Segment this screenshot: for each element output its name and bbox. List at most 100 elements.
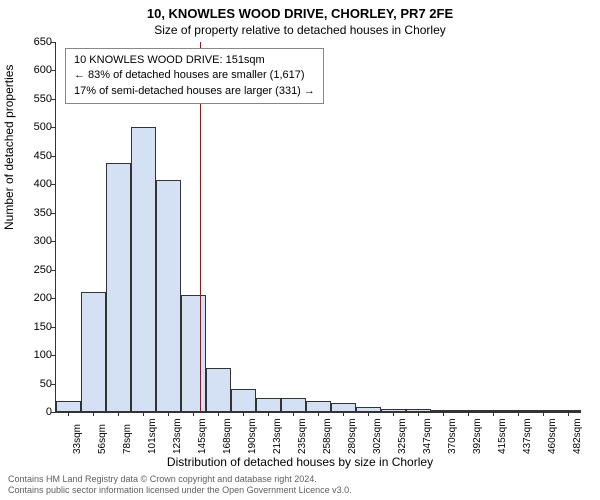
ytick-label: 400 (12, 178, 52, 190)
xtick-label: 145sqm (197, 418, 208, 454)
histogram-bar (456, 410, 481, 412)
xtick-mark (443, 412, 444, 416)
xtick-mark (368, 412, 369, 416)
ytick-label: 250 (12, 264, 52, 276)
histogram-bar (81, 292, 106, 412)
xtick-mark (493, 412, 494, 416)
xtick-label: 370sqm (447, 418, 458, 454)
histogram-bar (531, 410, 556, 412)
histogram-bar (331, 403, 356, 412)
histogram-bar (56, 401, 81, 412)
xtick-mark (218, 412, 219, 416)
xtick-mark (68, 412, 69, 416)
ytick-mark (51, 270, 55, 271)
xtick-mark (293, 412, 294, 416)
xtick-label: 213sqm (272, 418, 283, 454)
chart-title: 10, KNOWLES WOOD DRIVE, CHORLEY, PR7 2FE (0, 0, 600, 21)
ytick-mark (51, 298, 55, 299)
y-axis-label: Number of detached properties (2, 65, 16, 230)
ytick-mark (51, 99, 55, 100)
histogram-bar (106, 163, 131, 412)
xtick-label: 123sqm (172, 418, 183, 454)
ytick-label: 650 (12, 36, 52, 48)
chart-subtitle: Size of property relative to detached ho… (0, 21, 600, 37)
ytick-mark (51, 184, 55, 185)
histogram-bar (381, 409, 406, 412)
ytick-label: 150 (12, 321, 52, 333)
xtick-mark (543, 412, 544, 416)
xtick-mark (468, 412, 469, 416)
histogram-bar (406, 409, 431, 412)
ytick-mark (51, 241, 55, 242)
histogram-bar (206, 368, 231, 412)
xtick-mark (243, 412, 244, 416)
xtick-label: 235sqm (297, 418, 308, 454)
xtick-label: 101sqm (147, 418, 158, 454)
chart-container: 10, KNOWLES WOOD DRIVE, CHORLEY, PR7 2FE… (0, 0, 600, 500)
footer-line-1: Contains HM Land Registry data © Crown c… (8, 474, 352, 485)
footer-line-2: Contains public sector information licen… (8, 485, 352, 496)
ytick-label: 0 (12, 406, 52, 418)
xtick-label: 258sqm (322, 418, 333, 454)
xtick-mark (168, 412, 169, 416)
ytick-label: 50 (12, 378, 52, 390)
histogram-bar (281, 398, 306, 412)
ytick-label: 350 (12, 207, 52, 219)
xtick-label: 347sqm (422, 418, 433, 454)
xtick-label: 460sqm (547, 418, 558, 454)
xtick-mark (343, 412, 344, 416)
ytick-mark (51, 355, 55, 356)
xtick-label: 168sqm (222, 418, 233, 454)
xtick-mark (393, 412, 394, 416)
ytick-label: 600 (12, 64, 52, 76)
ytick-mark (51, 327, 55, 328)
xtick-mark (568, 412, 569, 416)
xtick-mark (418, 412, 419, 416)
histogram-bar (156, 180, 181, 412)
ytick-label: 100 (12, 349, 52, 361)
ytick-label: 200 (12, 292, 52, 304)
histogram-bar (231, 389, 256, 412)
histogram-bar (356, 407, 381, 412)
histogram-bar (256, 398, 281, 412)
info-line-2: ← 83% of detached houses are smaller (1,… (74, 68, 315, 83)
xtick-mark (143, 412, 144, 416)
histogram-bar (181, 295, 206, 412)
ytick-label: 500 (12, 121, 52, 133)
histogram-bar (131, 127, 156, 412)
xtick-mark (118, 412, 119, 416)
xtick-mark (93, 412, 94, 416)
xtick-mark (193, 412, 194, 416)
ytick-mark (51, 70, 55, 71)
ytick-mark (51, 42, 55, 43)
ytick-mark (51, 384, 55, 385)
ytick-label: 450 (12, 150, 52, 162)
xtick-label: 78sqm (122, 424, 133, 454)
ytick-mark (51, 156, 55, 157)
info-line-1: 10 KNOWLES WOOD DRIVE: 151sqm (74, 53, 315, 68)
xtick-label: 33sqm (72, 424, 83, 454)
xtick-label: 392sqm (472, 418, 483, 454)
ytick-mark (51, 213, 55, 214)
xtick-label: 280sqm (347, 418, 358, 454)
info-line-3: 17% of semi-detached houses are larger (… (74, 84, 315, 99)
footer: Contains HM Land Registry data © Crown c… (8, 474, 352, 496)
info-box: 10 KNOWLES WOOD DRIVE: 151sqm ← 83% of d… (65, 48, 324, 104)
histogram-bar (556, 410, 581, 412)
xtick-mark (318, 412, 319, 416)
ytick-label: 550 (12, 93, 52, 105)
xtick-label: 482sqm (572, 418, 583, 454)
histogram-bar (506, 410, 531, 412)
ytick-mark (51, 127, 55, 128)
xtick-label: 302sqm (372, 418, 383, 454)
ytick-label: 300 (12, 235, 52, 247)
x-axis-label: Distribution of detached houses by size … (0, 455, 600, 469)
xtick-mark (518, 412, 519, 416)
xtick-label: 415sqm (497, 418, 508, 454)
xtick-label: 190sqm (247, 418, 258, 454)
histogram-bar (431, 410, 456, 412)
histogram-bar (306, 401, 331, 412)
xtick-label: 437sqm (522, 418, 533, 454)
histogram-bar (481, 410, 506, 412)
xtick-mark (268, 412, 269, 416)
